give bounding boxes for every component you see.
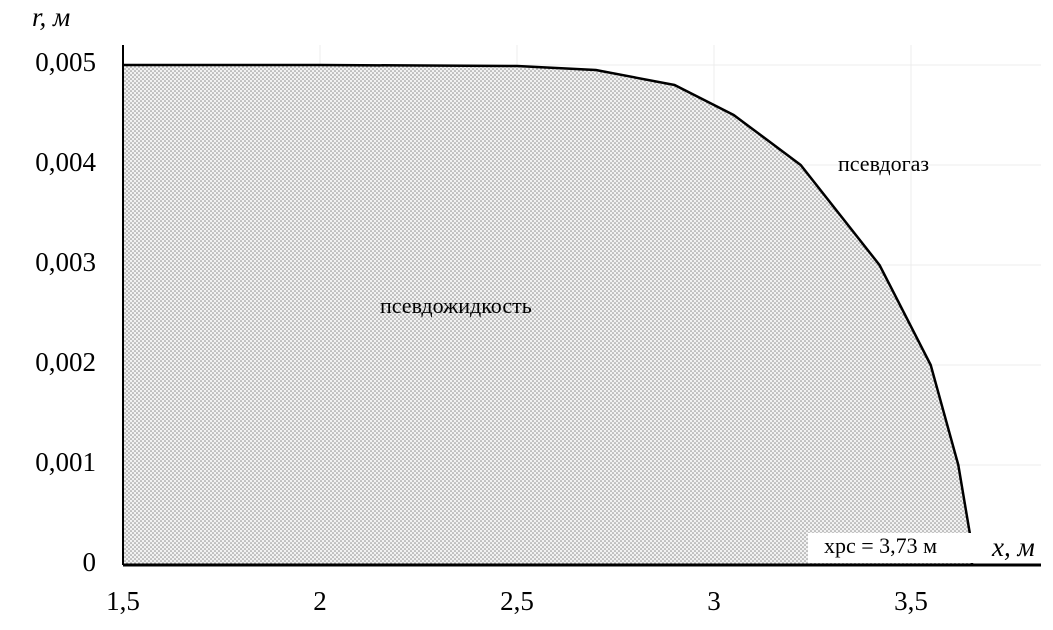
x-tick-label: 3,5	[894, 586, 928, 616]
plot	[122, 45, 1041, 567]
annotation-bg	[808, 533, 988, 563]
y-axis-label: r, м	[32, 2, 70, 32]
annotation: псевдогаз	[838, 151, 929, 176]
y-tick-label: 0,001	[35, 447, 96, 477]
x-tick-label: 2,5	[500, 586, 534, 616]
x-axis-label: x, м	[991, 532, 1035, 562]
x-tick-label: 1,5	[106, 586, 140, 616]
x-tick-label: 3	[707, 586, 721, 616]
y-tick-label: 0	[83, 547, 97, 577]
y-tick-label: 0,003	[35, 247, 96, 277]
y-tick-label: 0,005	[35, 47, 96, 77]
y-tick-label: 0,002	[35, 347, 96, 377]
area-fill	[123, 65, 973, 565]
area-line	[123, 63, 974, 566]
y-tick-label: 0,004	[35, 147, 96, 177]
annotation: псевдожидкость	[380, 293, 532, 318]
x-label-bg	[988, 535, 1050, 563]
x-tick-label: 2	[313, 586, 327, 616]
annotation: xрс = 3,73 м	[824, 533, 937, 558]
labels: 0 0,001 0,002 0,003 0,004 0,005 1,5 2 2,5 3 3,5 r, …	[32, 2, 1050, 616]
